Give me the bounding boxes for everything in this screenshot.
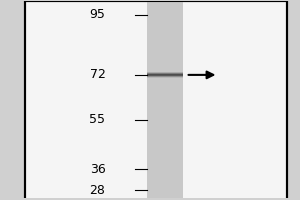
Bar	[147, 76, 183, 77]
Bar	[147, 74, 183, 75]
Text: 36: 36	[90, 163, 105, 176]
Bar	[147, 77, 183, 78]
Text: 72: 72	[89, 68, 105, 81]
FancyBboxPatch shape	[25, 1, 287, 200]
Bar	[147, 75, 183, 76]
Bar	[147, 73, 183, 74]
Text: 95: 95	[89, 8, 105, 21]
Text: 28: 28	[89, 184, 105, 197]
Text: 55: 55	[89, 113, 105, 126]
Bar	[147, 72, 183, 73]
FancyBboxPatch shape	[147, 1, 183, 200]
